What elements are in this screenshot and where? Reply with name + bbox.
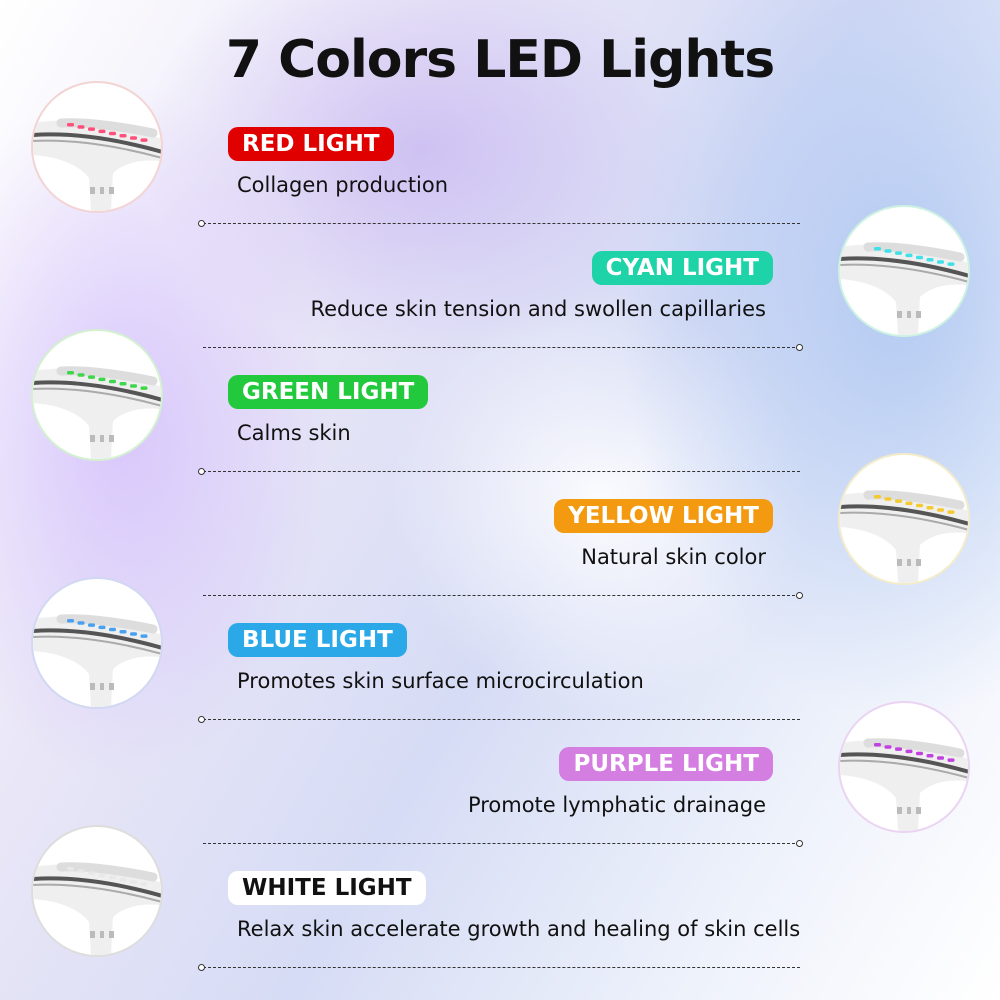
device-image	[838, 453, 970, 585]
dotted-divider	[203, 967, 800, 968]
divider-dot	[796, 344, 803, 351]
light-row-white-light: WHITE LIGHT Relax skin accelerate growth…	[0, 825, 1000, 995]
divider-dot	[198, 964, 205, 971]
light-badge: YELLOW LIGHT	[554, 499, 773, 533]
light-description: Reduce skin tension and swollen capillar…	[310, 297, 766, 321]
device-image	[31, 577, 163, 709]
light-row-green-light: GREEN LIGHT Calms skin	[0, 329, 1000, 499]
light-badge: WHITE LIGHT	[228, 871, 426, 905]
light-description: Natural skin color	[581, 545, 766, 569]
device-image	[31, 825, 163, 957]
light-row-yellow-light: YELLOW LIGHT Natural skin color	[0, 453, 1000, 623]
device-image	[838, 701, 970, 833]
dotted-divider	[203, 719, 800, 720]
divider-dot	[198, 716, 205, 723]
dotted-divider	[203, 471, 800, 472]
light-row-purple-light: PURPLE LIGHT Promote lymphatic drainage	[0, 701, 1000, 871]
dotted-divider	[203, 347, 800, 348]
light-description: Relax skin accelerate growth and healing…	[237, 917, 801, 941]
device-image	[838, 205, 970, 337]
light-row-red-light: RED LIGHT Collagen production	[0, 81, 1000, 251]
light-row-cyan-light: CYAN LIGHT Reduce skin tension and swoll…	[0, 205, 1000, 375]
light-description: Promotes skin surface microcirculation	[237, 669, 644, 693]
light-badge: BLUE LIGHT	[228, 623, 407, 657]
light-description: Calms skin	[237, 421, 351, 445]
device-image	[31, 81, 163, 213]
light-badge: CYAN LIGHT	[591, 251, 773, 285]
divider-dot	[198, 468, 205, 475]
dotted-divider	[203, 595, 800, 596]
device-image	[31, 329, 163, 461]
light-description: Collagen production	[237, 173, 449, 197]
page-title: 7 Colors LED Lights	[225, 30, 775, 90]
divider-dot	[796, 592, 803, 599]
light-badge: RED LIGHT	[228, 127, 394, 161]
light-row-blue-light: BLUE LIGHT Promotes skin surface microci…	[0, 577, 1000, 747]
divider-dot	[198, 220, 205, 227]
light-badge: GREEN LIGHT	[228, 375, 429, 409]
light-badge: PURPLE LIGHT	[559, 747, 773, 781]
divider-dot	[796, 840, 803, 847]
dotted-divider	[203, 843, 800, 844]
light-description: Promote lymphatic drainage	[467, 793, 766, 817]
dotted-divider	[203, 223, 800, 224]
